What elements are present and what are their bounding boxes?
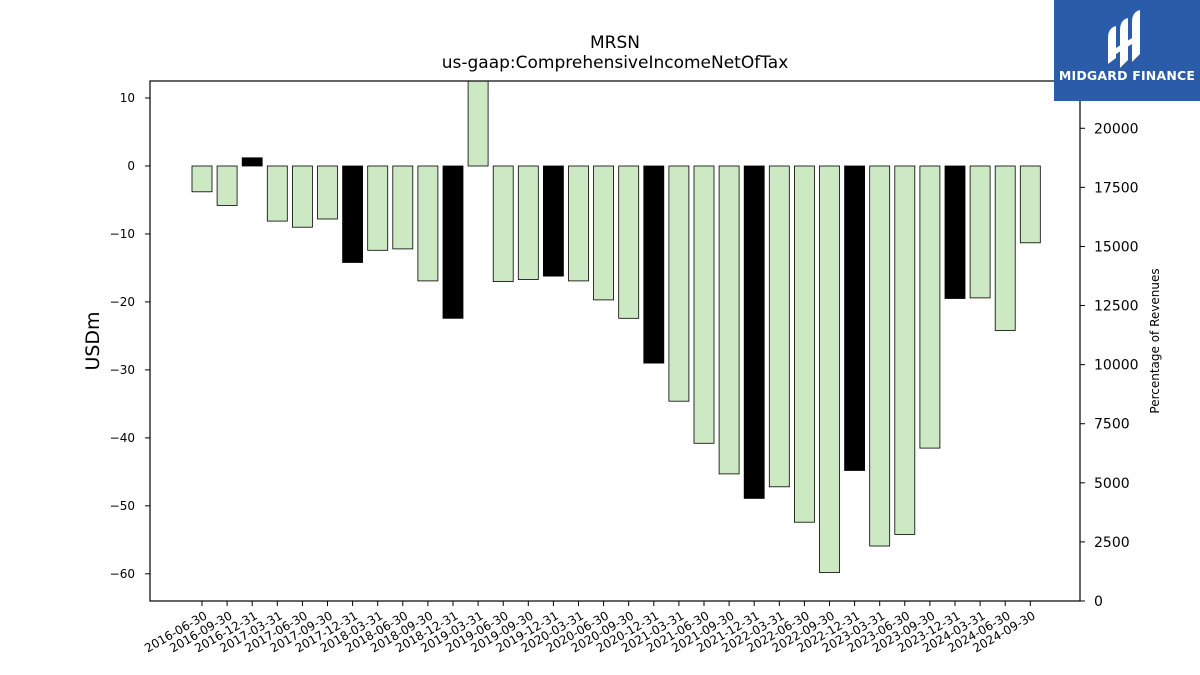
bar-2019-12-31 (543, 165, 564, 277)
bar-2024-06-30 (994, 165, 1016, 331)
y2-tick-label: 15000 (1094, 239, 1139, 255)
y-tick-label: 10 (120, 91, 135, 105)
bar-2016-12-31 (241, 157, 263, 167)
bar-2020-06-30 (593, 165, 614, 301)
bar-2017-12-31 (342, 165, 364, 263)
bar-2018-03-31 (367, 165, 389, 251)
bar-2022-03-31 (768, 165, 790, 488)
bar-2019-06-30 (492, 165, 514, 282)
bar-2016-09-30 (216, 165, 238, 206)
bar-2021-03-31 (668, 165, 690, 402)
bar-2019-09-30 (517, 165, 539, 280)
y-tick-label: 0 (127, 159, 135, 173)
bar-2018-12-31 (442, 165, 464, 319)
bar-2023-09-30 (919, 165, 941, 449)
chart-subtitle: us-gaap:ComprehensiveIncomeNetOfTax (442, 53, 789, 73)
x-axis: 2016-06-302016-09-302016-12-312017-03-31… (142, 601, 1038, 655)
midgard-logo: MIDGARD FINANCE (1054, 0, 1200, 101)
bar-2021-12-31 (743, 165, 765, 499)
brand-name: MIDGARD FINANCE (1058, 68, 1196, 83)
bar-2022-06-30 (794, 165, 815, 523)
bar-2020-03-31 (568, 165, 589, 282)
y-tick-label: −40 (110, 431, 135, 445)
y2-tick-label: 10000 (1094, 358, 1139, 374)
plot-frame (149, 80, 1081, 602)
y2-axis-label: Percentage of Revenues (1148, 268, 1162, 413)
bar-2024-09-30 (1019, 165, 1041, 244)
bar-2023-03-31 (869, 165, 891, 547)
y2-tick-label: 12500 (1094, 299, 1139, 315)
bar-2020-09-30 (618, 165, 640, 319)
bar-2020-12-31 (643, 165, 665, 364)
chart-title: MRSN (590, 33, 640, 53)
y-tick-label: −60 (110, 567, 135, 581)
midgard-logo-icon (1108, 10, 1140, 68)
bar-2018-06-30 (392, 165, 414, 250)
bar-2018-09-30 (417, 165, 439, 282)
y2-tick-label: 5000 (1094, 476, 1130, 492)
y-tick-label: −30 (110, 363, 135, 377)
bar-2017-09-30 (317, 165, 338, 220)
bars-group (191, 81, 1041, 573)
bar-2021-09-30 (718, 165, 740, 475)
y-tick-label: −50 (110, 499, 135, 513)
bar-2017-03-31 (266, 165, 288, 222)
y2-tick-label: 20000 (1094, 121, 1139, 137)
y-tick-label: −10 (110, 227, 135, 241)
y2-tick-label: 2500 (1094, 535, 1130, 551)
bar-2022-09-30 (819, 165, 840, 573)
y2-tick-label: 7500 (1094, 417, 1130, 433)
bar-2023-12-31 (944, 165, 966, 299)
bar-2024-03-31 (969, 165, 991, 299)
y2-tick-label: 17500 (1094, 180, 1139, 196)
bar-2019-03-31 (467, 81, 489, 167)
bar-2016-06-30 (191, 165, 213, 193)
y2-axis: 0 2500 5000 7500 10000 12500 15000 17500 20000 (1080, 121, 1139, 610)
y-axis-label: USDm (82, 311, 104, 370)
bar-2022-12-31 (844, 165, 865, 471)
bar-2023-06-30 (894, 165, 916, 535)
y-axis: 10 0 −10 −20 −30 −40 −50 −60 (110, 91, 150, 581)
bar-2017-06-30 (291, 165, 313, 228)
bar-2021-06-30 (693, 165, 715, 444)
y2-tick-label: 0 (1094, 594, 1103, 610)
y-tick-label: −20 (110, 295, 135, 309)
